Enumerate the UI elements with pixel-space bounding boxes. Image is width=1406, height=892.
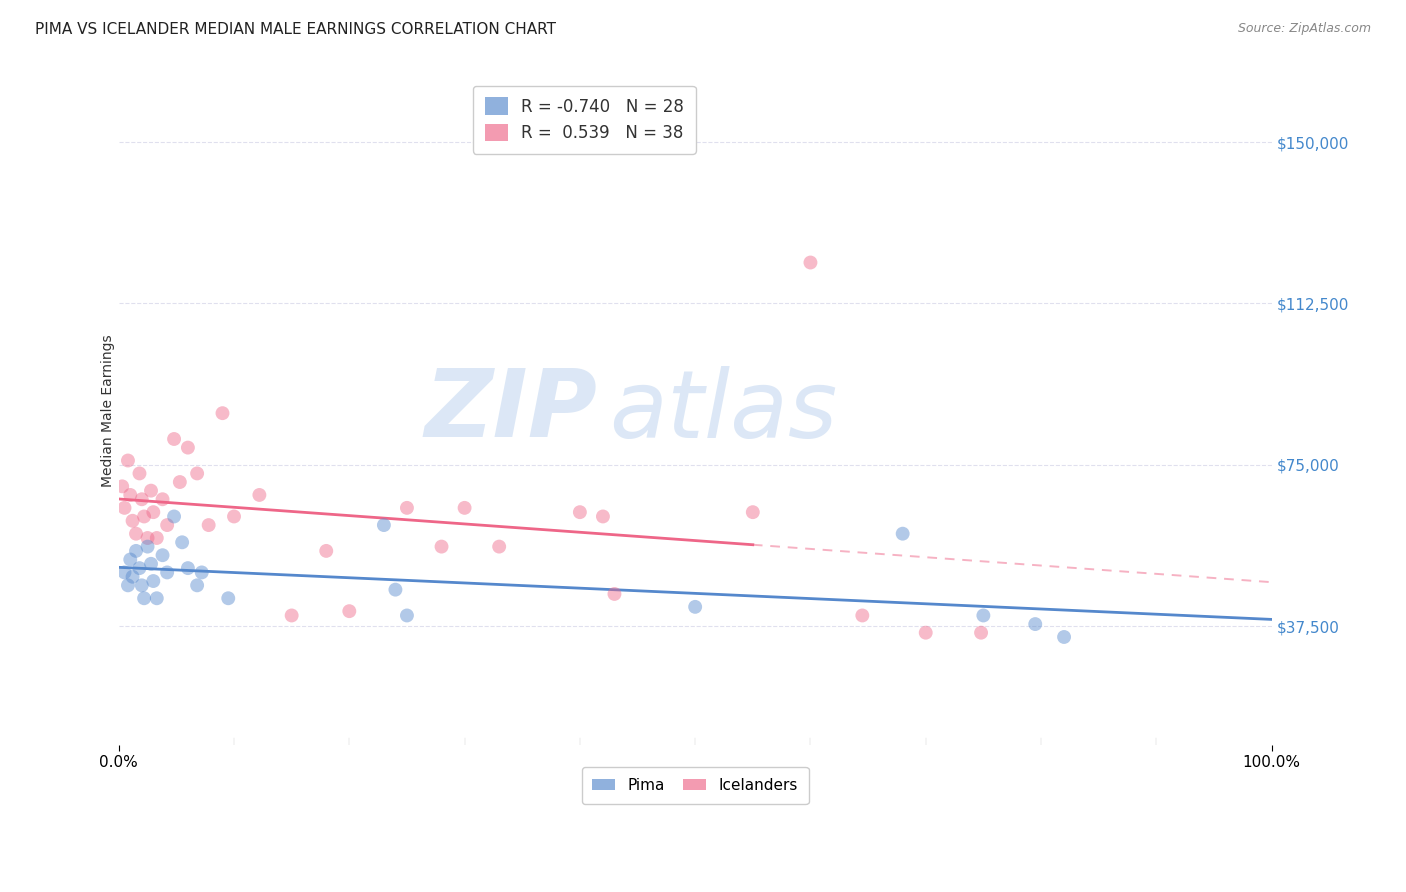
Point bbox=[146, 531, 169, 545]
Point bbox=[121, 570, 143, 584]
Point bbox=[132, 591, 155, 606]
Point bbox=[970, 625, 993, 640]
Point bbox=[156, 566, 179, 580]
Point bbox=[177, 441, 200, 455]
Point bbox=[114, 500, 136, 515]
Point bbox=[172, 535, 194, 549]
Point bbox=[1053, 630, 1076, 644]
Point bbox=[117, 578, 139, 592]
Point bbox=[280, 608, 302, 623]
Point bbox=[139, 557, 162, 571]
Point bbox=[114, 566, 136, 580]
Point bbox=[152, 548, 174, 562]
Point bbox=[217, 591, 239, 606]
Point bbox=[373, 518, 395, 533]
Point bbox=[683, 599, 706, 614]
Point bbox=[972, 608, 994, 623]
Point bbox=[128, 467, 150, 481]
Point bbox=[136, 531, 159, 545]
Text: ZIP: ZIP bbox=[425, 365, 598, 457]
Text: Source: ZipAtlas.com: Source: ZipAtlas.com bbox=[1237, 22, 1371, 36]
Point bbox=[177, 561, 200, 575]
Point bbox=[152, 492, 174, 507]
Point bbox=[384, 582, 406, 597]
Point bbox=[163, 432, 186, 446]
Point bbox=[395, 608, 418, 623]
Point bbox=[125, 526, 148, 541]
Point bbox=[120, 488, 142, 502]
Point bbox=[603, 587, 626, 601]
Point bbox=[914, 625, 936, 640]
Point bbox=[186, 467, 208, 481]
Point bbox=[163, 509, 186, 524]
Point bbox=[247, 488, 270, 502]
Point bbox=[1024, 617, 1046, 632]
Point bbox=[136, 540, 159, 554]
Point bbox=[117, 453, 139, 467]
Point bbox=[120, 552, 142, 566]
Text: atlas: atlas bbox=[609, 366, 837, 457]
Point bbox=[799, 255, 821, 269]
Point bbox=[125, 544, 148, 558]
Text: PIMA VS ICELANDER MEDIAN MALE EARNINGS CORRELATION CHART: PIMA VS ICELANDER MEDIAN MALE EARNINGS C… bbox=[35, 22, 557, 37]
Point bbox=[222, 509, 245, 524]
Point bbox=[142, 505, 165, 519]
Point bbox=[186, 578, 208, 592]
Point bbox=[121, 514, 143, 528]
Point bbox=[430, 540, 453, 554]
Point bbox=[131, 492, 153, 507]
Point bbox=[592, 509, 614, 524]
Point bbox=[211, 406, 233, 420]
Point bbox=[169, 475, 191, 489]
Point bbox=[197, 518, 219, 533]
Point bbox=[891, 526, 914, 541]
Point bbox=[568, 505, 591, 519]
Point bbox=[128, 561, 150, 575]
Point bbox=[741, 505, 763, 519]
Point bbox=[111, 479, 134, 493]
Point bbox=[851, 608, 873, 623]
Point bbox=[190, 566, 212, 580]
Point bbox=[146, 591, 169, 606]
Point bbox=[139, 483, 162, 498]
Y-axis label: Median Male Earnings: Median Male Earnings bbox=[101, 334, 115, 487]
Point bbox=[488, 540, 510, 554]
Point bbox=[337, 604, 360, 618]
Point bbox=[453, 500, 475, 515]
Point bbox=[395, 500, 418, 515]
Point bbox=[132, 509, 155, 524]
Legend: Pima, Icelanders: Pima, Icelanders bbox=[582, 767, 808, 804]
Point bbox=[315, 544, 337, 558]
Point bbox=[131, 578, 153, 592]
Point bbox=[142, 574, 165, 588]
Point bbox=[156, 518, 179, 533]
